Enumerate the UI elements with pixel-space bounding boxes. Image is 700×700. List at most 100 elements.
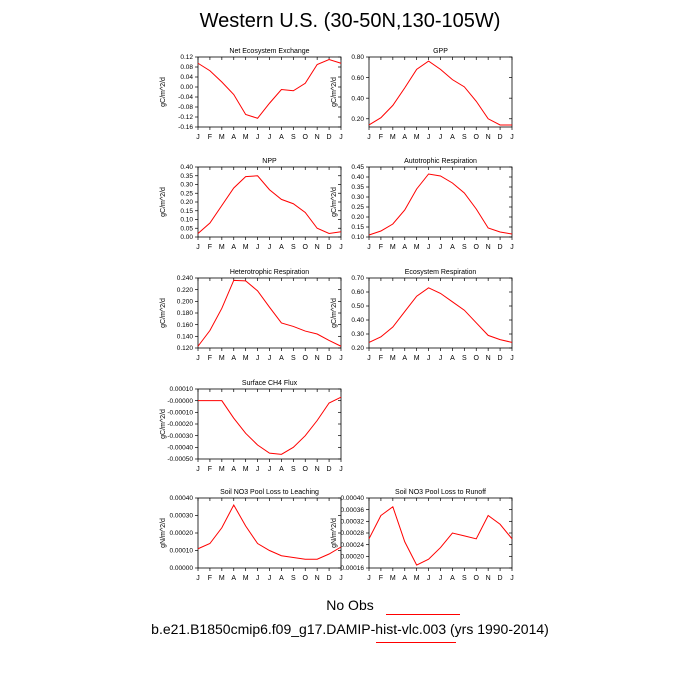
x-tick-label: J xyxy=(339,466,343,473)
x-tick-label: J xyxy=(196,134,200,141)
y-tick-label: 0.20 xyxy=(180,199,193,206)
y-tick-label: -0.00000 xyxy=(167,398,193,405)
y-axis-label: gN/m^2/d xyxy=(160,518,167,548)
x-tick-label: N xyxy=(315,244,320,251)
x-tick-label: N xyxy=(486,355,491,362)
y-tick-label: 0.00024 xyxy=(341,542,365,549)
y-tick-label: 0.30 xyxy=(351,194,364,201)
x-tick-label: A xyxy=(450,575,455,582)
y-tick-label: 0.00030 xyxy=(170,513,194,520)
x-tick-label: D xyxy=(327,134,332,141)
x-tick-label: O xyxy=(303,244,309,251)
x-tick-label: M xyxy=(219,355,225,362)
y-tick-label: 0.40 xyxy=(351,95,364,102)
y-tick-label: 0.40 xyxy=(351,174,364,181)
panel-title: Net Ecosystem Exchange xyxy=(229,48,309,55)
y-tick-label: 0.10 xyxy=(180,217,193,224)
y-tick-label: 0.140 xyxy=(177,334,194,341)
x-tick-label: D xyxy=(327,575,332,582)
series-line xyxy=(368,505,513,566)
chart-panel-3: NPP 0.00 0.050.10 0.15 0.20 0.250.30 0.35 0.40 J… xyxy=(160,158,343,251)
series-line xyxy=(368,60,512,126)
x-tick-label: S xyxy=(291,244,296,251)
x-tick-label: A xyxy=(279,134,284,141)
x-tick-label: J xyxy=(510,244,514,251)
x-tick-label: A xyxy=(450,244,455,251)
y-tick-label: 0.15 xyxy=(351,224,364,231)
chart-panel-9: Soil NO3 Pool Loss to Runoff 0.00016 0.000… xyxy=(331,489,514,582)
y-tick-label: -0.16 xyxy=(178,124,193,131)
x-tick-label: O xyxy=(474,575,480,582)
x-tick-label: A xyxy=(402,134,407,141)
x-tick-label: M xyxy=(243,134,249,141)
y-tick-label: 0.70 xyxy=(351,275,364,282)
y-axis-label: gC/m^2/d xyxy=(331,298,338,328)
x-tick-label: J xyxy=(256,134,260,141)
y-tick-label: -0.08 xyxy=(178,104,193,111)
y-tick-label: -0.04 xyxy=(178,94,193,101)
plot-frame xyxy=(197,388,342,460)
y-tick-label: -0.12 xyxy=(178,114,193,121)
y-tick-label: 0.00000 xyxy=(170,565,194,572)
x-tick-label: J xyxy=(367,575,371,582)
chart-panel-8: Soil NO3 Pool Loss to Leaching 0.00000 0.0… xyxy=(160,489,343,582)
x-tick-label: S xyxy=(291,134,296,141)
y-axis-label: gC/m^2/d xyxy=(160,409,167,439)
series-line xyxy=(197,175,342,235)
y-tick-label: 0.12 xyxy=(180,54,193,61)
y-tick-label: 0.00020 xyxy=(341,554,365,561)
x-tick-label: J xyxy=(196,355,200,362)
y-tick-label: 0.00 xyxy=(180,234,193,241)
y-tick-label: 0.60 xyxy=(351,75,364,82)
y-tick-label: 0.00020 xyxy=(170,530,194,537)
y-tick-label: 0.25 xyxy=(180,190,193,197)
x-tick-label: M xyxy=(414,244,420,251)
x-tick-label: O xyxy=(474,355,480,362)
chart-panel-6: Ecosystem Respiration 0.20 0.30 0.40 0.50 0.6… xyxy=(331,269,514,362)
x-tick-label: F xyxy=(379,355,383,362)
x-tick-label: J xyxy=(339,134,343,141)
x-tick-label: S xyxy=(291,355,296,362)
x-tick-label: M xyxy=(219,575,225,582)
x-tick-label: J xyxy=(439,575,443,582)
plot-frame xyxy=(197,166,342,238)
y-axis-label: gN/m^2/d xyxy=(331,518,338,548)
y-axis-label: gC/m^2/d xyxy=(331,77,338,107)
x-tick-label: N xyxy=(315,134,320,141)
x-tick-label: J xyxy=(427,244,431,251)
panel-title: Heterotrophic Respiration xyxy=(230,269,309,276)
x-tick-label: S xyxy=(462,244,467,251)
y-tick-label: 0.200 xyxy=(177,299,194,306)
y-tick-label: 0.50 xyxy=(351,303,364,310)
x-tick-label: O xyxy=(303,575,309,582)
plot-frame xyxy=(197,56,342,128)
y-tick-label: 0.80 xyxy=(351,54,364,61)
x-tick-label: A xyxy=(279,575,284,582)
x-tick-label: D xyxy=(327,466,332,473)
y-tick-label: 0.30 xyxy=(351,331,364,338)
y-tick-label: 0.00010 xyxy=(170,548,194,555)
x-tick-label: F xyxy=(379,134,383,141)
x-tick-label: D xyxy=(327,355,332,362)
x-tick-label: J xyxy=(256,355,260,362)
x-tick-label: S xyxy=(462,575,467,582)
series-line xyxy=(198,396,342,455)
series-line xyxy=(368,173,513,236)
y-tick-label: 0.220 xyxy=(177,287,194,294)
x-tick-label: A xyxy=(231,244,236,251)
x-tick-label: N xyxy=(315,466,320,473)
x-tick-label: A xyxy=(402,355,407,362)
x-tick-label: J xyxy=(367,134,371,141)
legend-line-top xyxy=(386,614,460,615)
y-tick-label: -0.00050 xyxy=(167,456,193,463)
y-tick-label: 0.160 xyxy=(177,322,194,329)
plot-frame xyxy=(197,497,342,569)
x-tick-label: J xyxy=(256,575,260,582)
x-tick-label: M xyxy=(243,355,249,362)
panel-title: Soil NO3 Pool Loss to Leaching xyxy=(220,489,319,496)
x-tick-label: M xyxy=(219,466,225,473)
x-tick-label: D xyxy=(498,575,503,582)
y-axis-label: gC/m^2/d xyxy=(160,77,167,107)
y-tick-label: 0.05 xyxy=(180,225,193,232)
